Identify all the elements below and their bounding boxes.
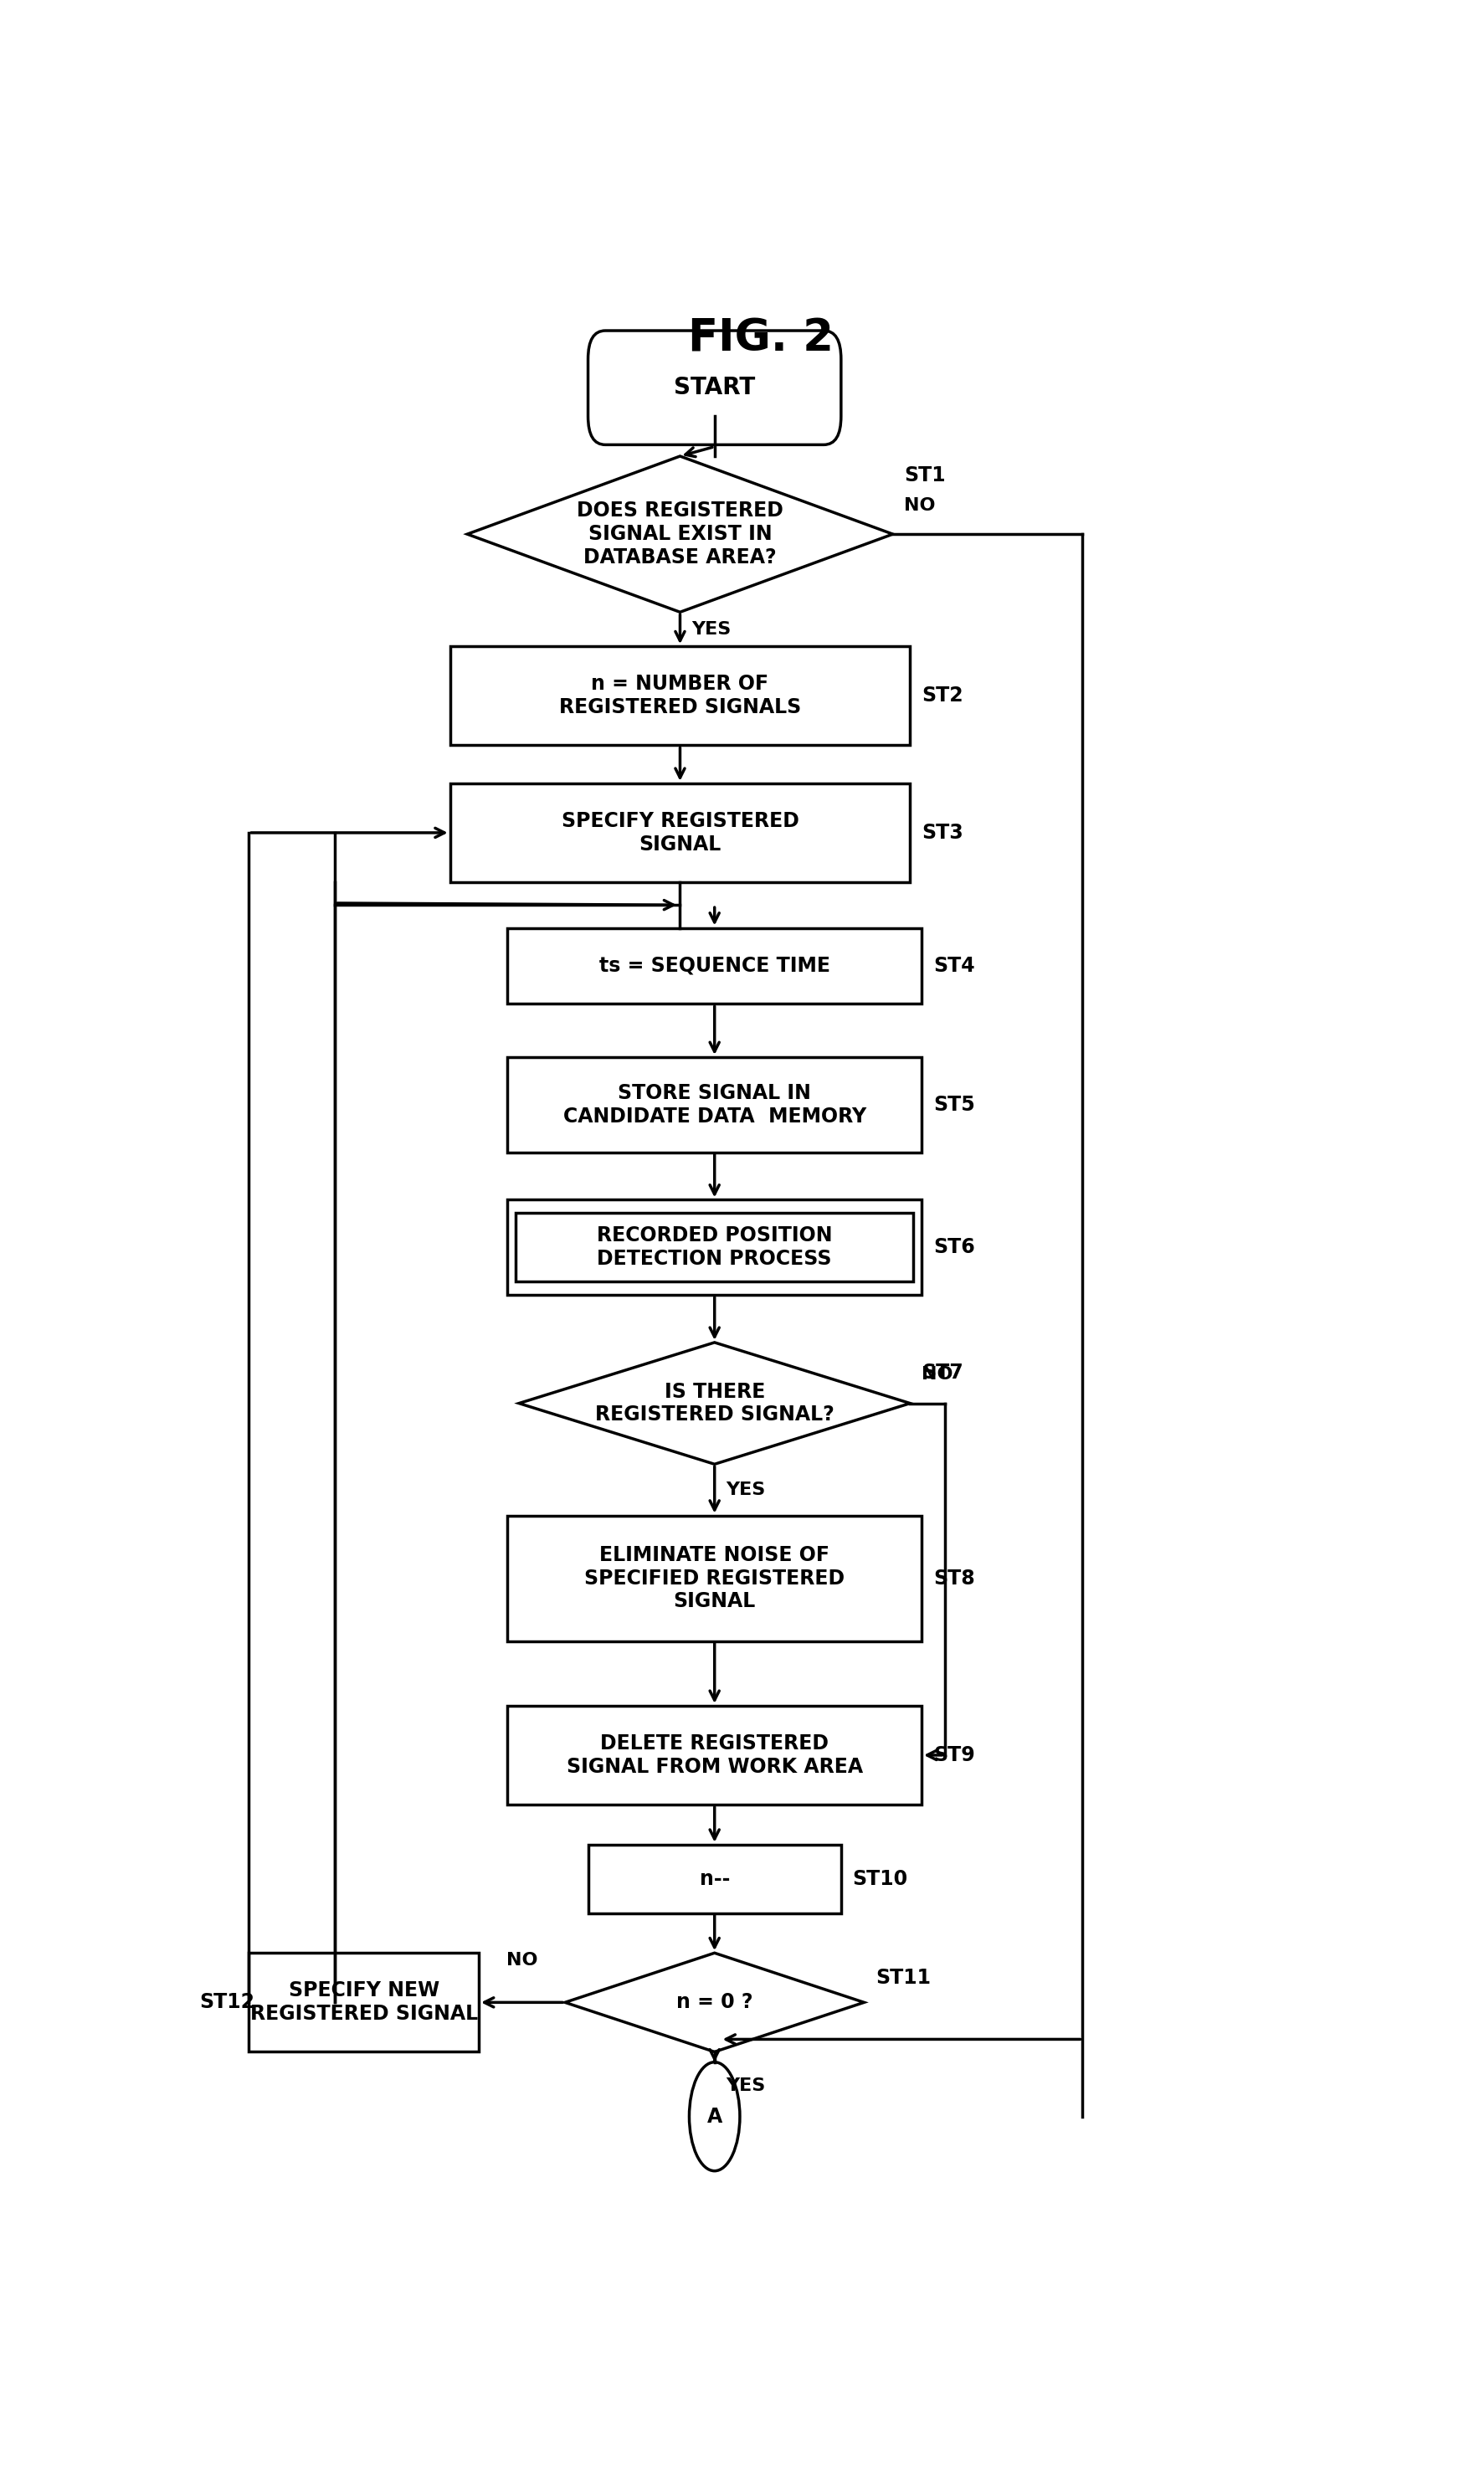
Text: YES: YES — [726, 2077, 766, 2095]
Text: A: A — [706, 2107, 723, 2127]
Bar — [508, 1200, 922, 1294]
Text: NO: NO — [922, 1366, 953, 1383]
Text: ST7: ST7 — [922, 1363, 963, 1383]
Bar — [249, 1954, 479, 2053]
Bar — [450, 783, 910, 882]
Text: ST11: ST11 — [876, 1969, 930, 1988]
Bar — [588, 1845, 841, 1912]
Text: DOES REGISTERED
SIGNAL EXIST IN
DATABASE AREA?: DOES REGISTERED SIGNAL EXIST IN DATABASE… — [577, 501, 784, 568]
Bar — [515, 1213, 914, 1282]
Text: ST12: ST12 — [199, 1993, 255, 2013]
Text: STORE SIGNAL IN
CANDIDATE DATA  MEMORY: STORE SIGNAL IN CANDIDATE DATA MEMORY — [562, 1082, 867, 1126]
Text: YES: YES — [726, 1482, 766, 1499]
Text: n = NUMBER OF
REGISTERED SIGNALS: n = NUMBER OF REGISTERED SIGNALS — [559, 674, 801, 716]
Text: ST6: ST6 — [933, 1237, 975, 1257]
Bar — [508, 929, 922, 1003]
Polygon shape — [519, 1344, 910, 1465]
Ellipse shape — [689, 2062, 741, 2171]
Text: ts = SEQUENCE TIME: ts = SEQUENCE TIME — [600, 956, 830, 976]
FancyBboxPatch shape — [588, 331, 841, 445]
Text: SPECIFY NEW
REGISTERED SIGNAL: SPECIFY NEW REGISTERED SIGNAL — [249, 1981, 478, 2023]
Text: ELIMINATE NOISE OF
SPECIFIED REGISTERED
SIGNAL: ELIMINATE NOISE OF SPECIFIED REGISTERED … — [585, 1544, 844, 1610]
Text: RECORDED POSITION
DETECTION PROCESS: RECORDED POSITION DETECTION PROCESS — [597, 1225, 833, 1270]
Text: IS THERE
REGISTERED SIGNAL?: IS THERE REGISTERED SIGNAL? — [595, 1381, 834, 1425]
Bar — [508, 1517, 922, 1640]
Text: ST10: ST10 — [853, 1870, 908, 1890]
Text: n = 0 ?: n = 0 ? — [677, 1993, 752, 2013]
Text: ST5: ST5 — [933, 1094, 975, 1114]
Text: DELETE REGISTERED
SIGNAL FROM WORK AREA: DELETE REGISTERED SIGNAL FROM WORK AREA — [567, 1734, 862, 1776]
Bar — [508, 1057, 922, 1151]
Text: START: START — [674, 375, 755, 400]
Text: ST3: ST3 — [922, 823, 963, 842]
Text: ST8: ST8 — [933, 1568, 975, 1588]
Text: ST9: ST9 — [933, 1746, 975, 1766]
Text: YES: YES — [692, 620, 732, 637]
Polygon shape — [467, 457, 893, 613]
Text: n--: n-- — [699, 1870, 730, 1890]
Text: FIG. 2: FIG. 2 — [687, 316, 834, 361]
Text: SPECIFY REGISTERED
SIGNAL: SPECIFY REGISTERED SIGNAL — [561, 810, 798, 855]
Text: ST1: ST1 — [904, 464, 945, 484]
Text: ST2: ST2 — [922, 687, 963, 706]
Text: NO: NO — [904, 496, 936, 514]
Polygon shape — [565, 1954, 864, 2053]
Bar — [450, 647, 910, 746]
Text: ST4: ST4 — [933, 956, 975, 976]
Bar — [508, 1707, 922, 1806]
Text: NO: NO — [506, 1951, 537, 1969]
